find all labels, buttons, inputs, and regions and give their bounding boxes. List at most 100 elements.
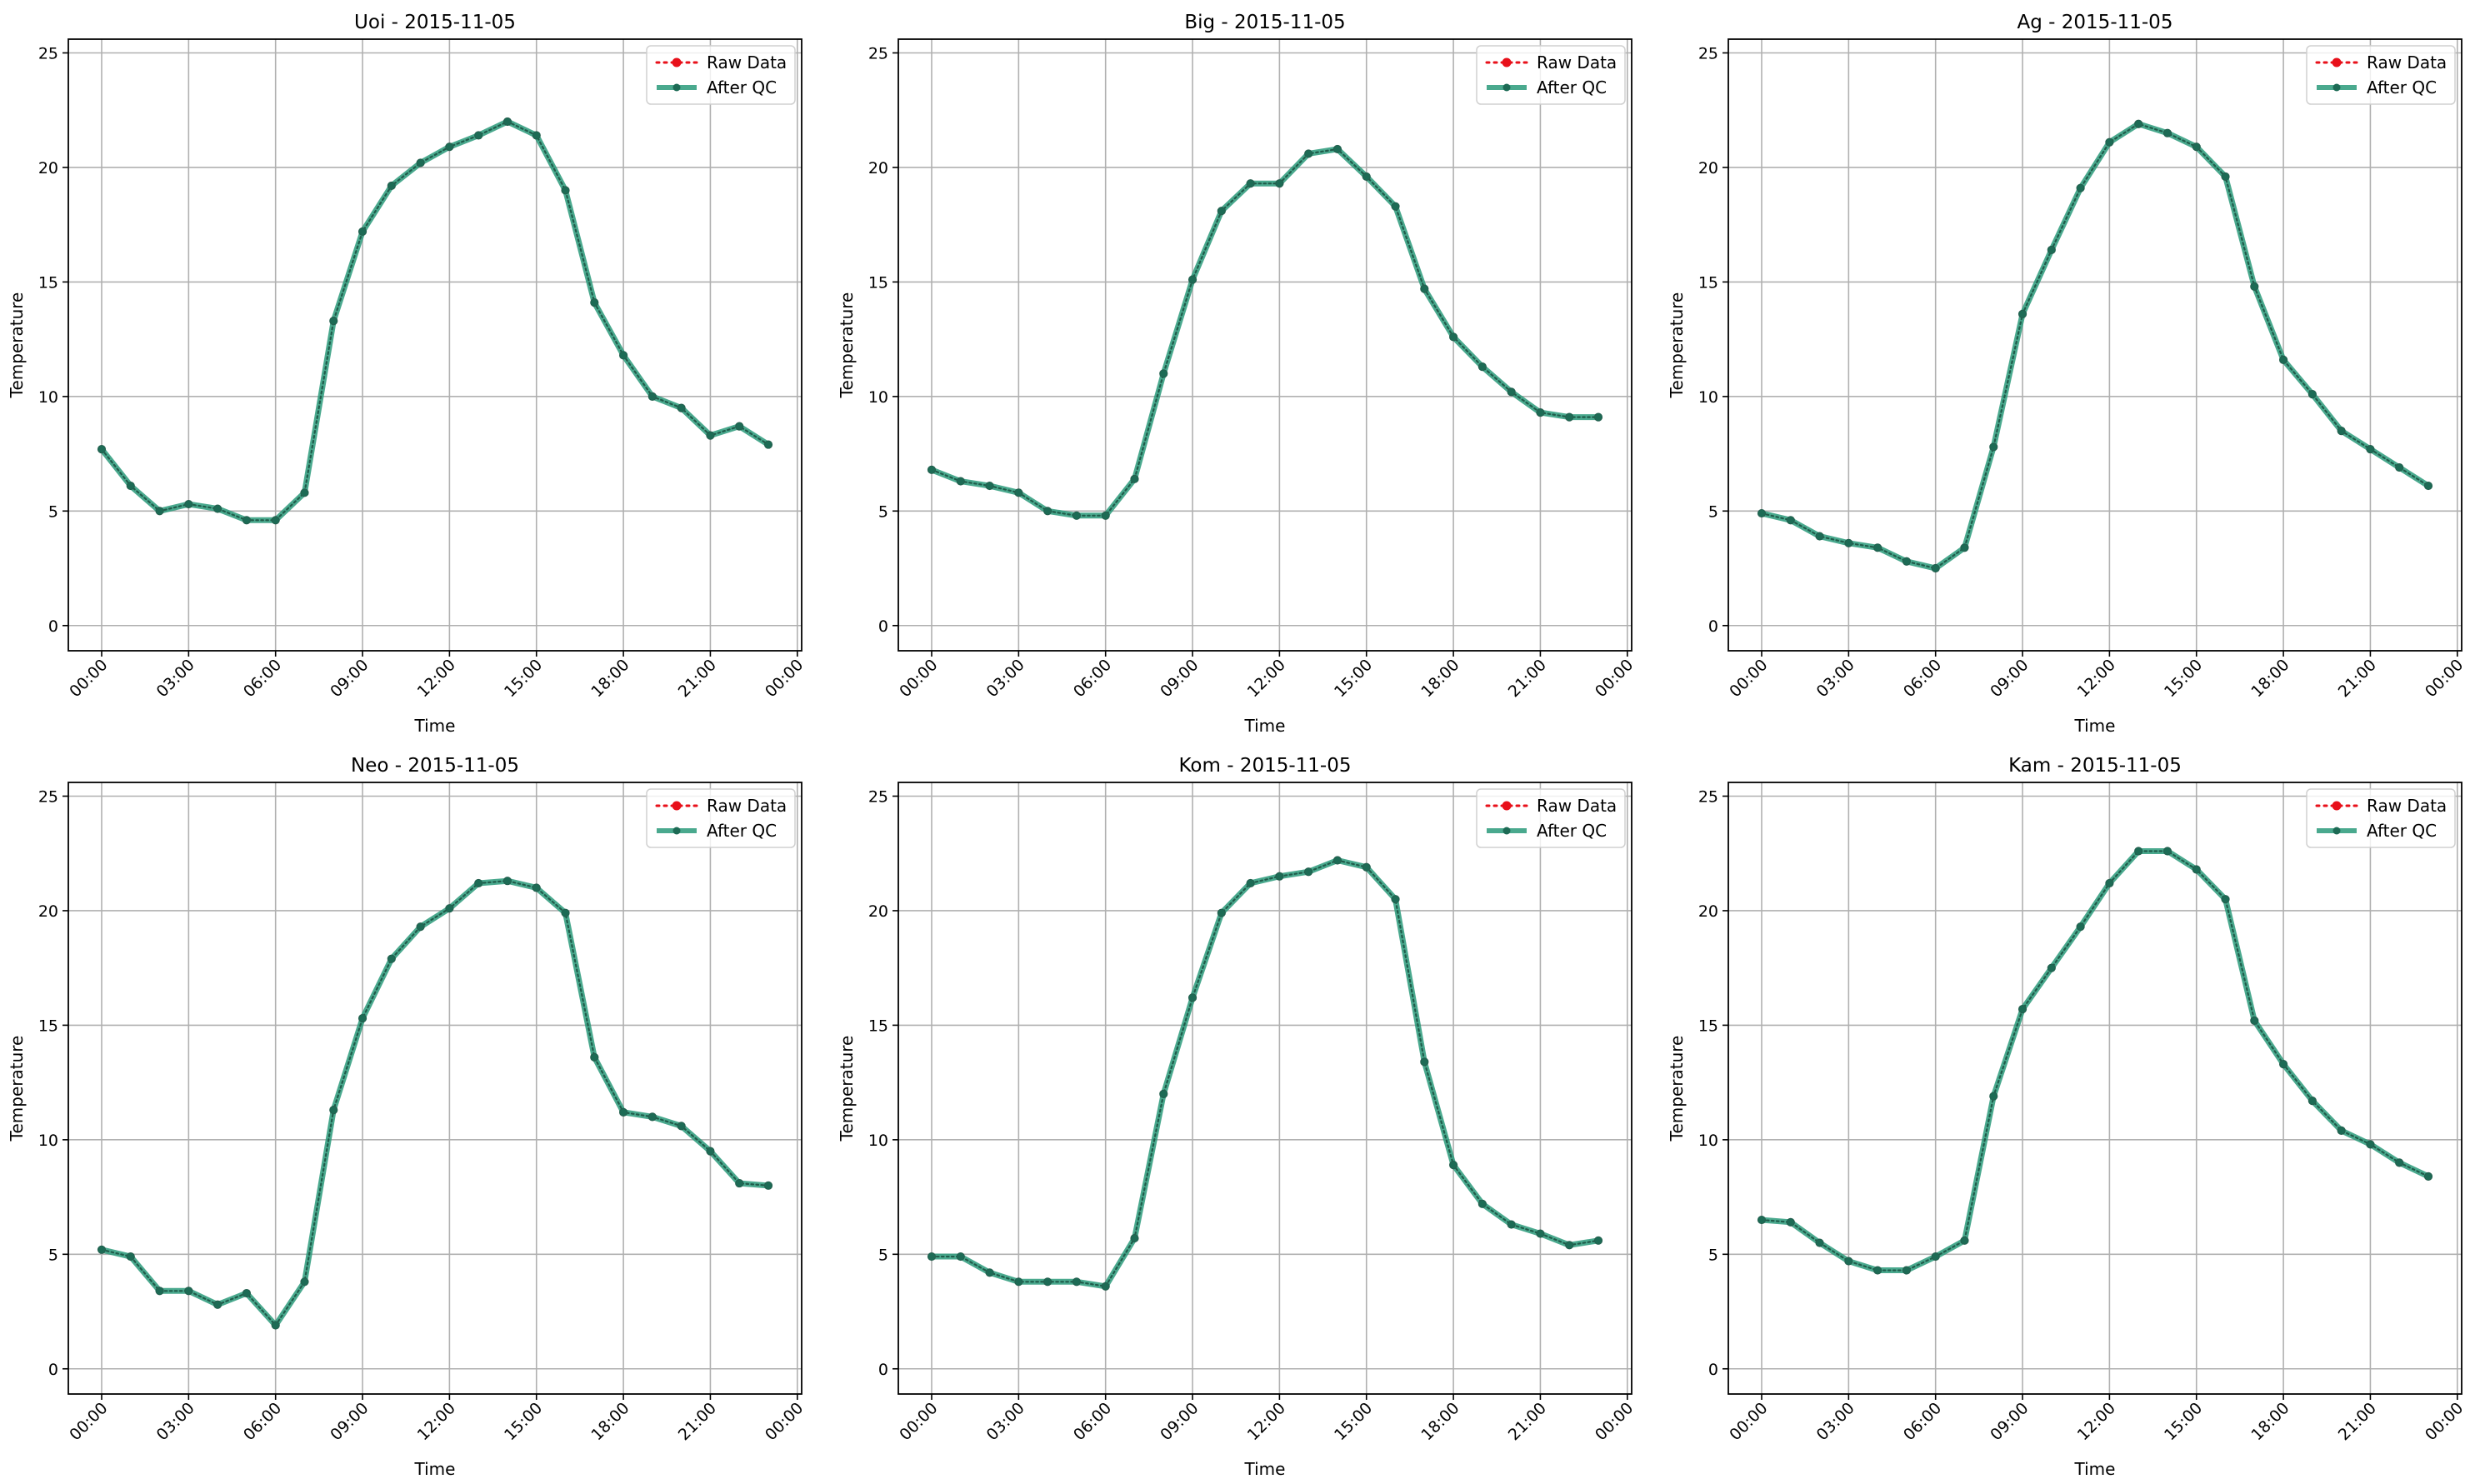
y-tick-label: 25 (1698, 44, 1718, 62)
legend-label-after-qc: After QC (707, 77, 777, 97)
y-tick-label: 25 (38, 44, 58, 62)
data-point (1960, 1236, 1969, 1245)
y-axis-label: Temperature (837, 1036, 857, 1142)
data-point (1101, 1282, 1110, 1291)
legend-qc-marker (1502, 827, 1511, 835)
data-point (2423, 1172, 2433, 1181)
data-point (1507, 387, 1516, 397)
y-tick-label: 0 (48, 617, 58, 636)
y-tick-label: 20 (38, 159, 58, 177)
data-point (1786, 516, 1795, 525)
data-point (213, 504, 222, 513)
data-point (2278, 355, 2288, 364)
data-point (1815, 1238, 1824, 1247)
data-point (184, 499, 193, 509)
data-point (2395, 462, 2404, 472)
x-tick-label: 21:00 (2335, 656, 2380, 701)
x-tick-label: 06:00 (1070, 1399, 1115, 1444)
y-tick-label: 10 (1698, 1132, 1718, 1150)
y-tick-label: 10 (1698, 388, 1718, 407)
y-tick-label: 0 (1708, 1361, 1718, 1379)
x-tick-label: 09:00 (1987, 656, 2032, 701)
y-tick-label: 10 (38, 388, 58, 407)
data-point (155, 1287, 164, 1296)
data-point (2134, 119, 2143, 128)
data-point (329, 1106, 338, 1115)
data-point (561, 186, 570, 195)
data-point (763, 1181, 773, 1190)
axes-frame (68, 782, 802, 1395)
x-tick-label: 03:00 (983, 656, 1028, 701)
data-point (618, 1107, 628, 1117)
x-tick-label: 00:00 (66, 656, 111, 701)
chart-panel: 0 5 10 15 20 25 00:00 03:00 06:00 09:00 12:00 15:00… (837, 755, 1637, 1479)
axes-frame (68, 38, 802, 652)
data-point (1043, 1277, 1052, 1287)
series-line-after-qc (930, 146, 1598, 519)
data-point (561, 908, 570, 917)
data-point (1931, 563, 1940, 573)
x-tick-label: 18:00 (2248, 656, 2292, 701)
data-point (927, 1252, 937, 1262)
data-point (1420, 284, 1429, 293)
data-point (1217, 207, 1226, 216)
data-point (1188, 275, 1198, 284)
legend-qc-marker (672, 83, 681, 92)
data-point (184, 1287, 193, 1296)
data-point (648, 392, 657, 401)
data-point (97, 1245, 107, 1254)
y-tick-label: 20 (1698, 159, 1718, 177)
data-point (1507, 1220, 1516, 1229)
data-point (2047, 963, 2056, 972)
data-point (985, 1268, 994, 1277)
y-tick-label: 0 (48, 1361, 58, 1379)
legend: Raw Data After QC (2306, 45, 2456, 105)
data-point (1902, 557, 1912, 566)
y-axis-label: Temperature (837, 292, 857, 399)
x-tick-label: 09:00 (1157, 1399, 1202, 1444)
chart-panel: 0 5 10 15 20 25 00:00 03:00 06:00 09:00 12:00 15:00… (7, 755, 807, 1479)
y-axis-label: Temperature (1667, 1036, 1687, 1142)
data-point (532, 131, 541, 140)
data-point (2162, 128, 2172, 137)
legend: Raw Data After QC (646, 45, 796, 105)
data-point (2423, 481, 2433, 491)
x-tick-label: 18:00 (1418, 656, 1462, 701)
x-tick-label: 06:00 (1070, 656, 1115, 701)
data-point (1593, 1236, 1603, 1245)
y-tick-label: 20 (868, 159, 888, 177)
x-tick-label: 21:00 (1505, 656, 1550, 701)
data-point (1304, 149, 1313, 158)
x-tick-label: 03:00 (153, 1399, 198, 1444)
data-point (2308, 390, 2317, 399)
x-tick-label: 00:00 (2422, 1399, 2467, 1444)
data-point (358, 1014, 368, 1023)
data-point (1931, 1252, 1940, 1262)
data-point (242, 1288, 252, 1298)
data-point (1072, 511, 1082, 520)
data-point (2221, 895, 2230, 904)
data-point (271, 516, 280, 525)
x-axis-label: Time (414, 716, 456, 736)
data-point (1188, 993, 1198, 1002)
y-tick-label: 25 (1698, 787, 1718, 806)
data-point (126, 481, 135, 491)
data-point (677, 403, 686, 412)
data-point (97, 444, 107, 454)
data-point (445, 142, 454, 152)
chart-title: Neo - 2015-11-05 (351, 755, 519, 777)
data-point (1304, 867, 1313, 877)
data-point (2018, 309, 2028, 318)
x-axis-label: Time (1244, 716, 1286, 736)
data-point (2250, 282, 2259, 291)
y-tick-label: 25 (38, 787, 58, 806)
data-point (126, 1252, 135, 1262)
x-tick-label: 03:00 (983, 1399, 1028, 1444)
data-point (1275, 872, 1284, 881)
data-point (2047, 245, 2056, 255)
x-axis-label: Time (414, 1459, 456, 1479)
data-point (956, 1252, 965, 1262)
series-line-after-qc (101, 877, 769, 1329)
data-point (1757, 1215, 1767, 1225)
